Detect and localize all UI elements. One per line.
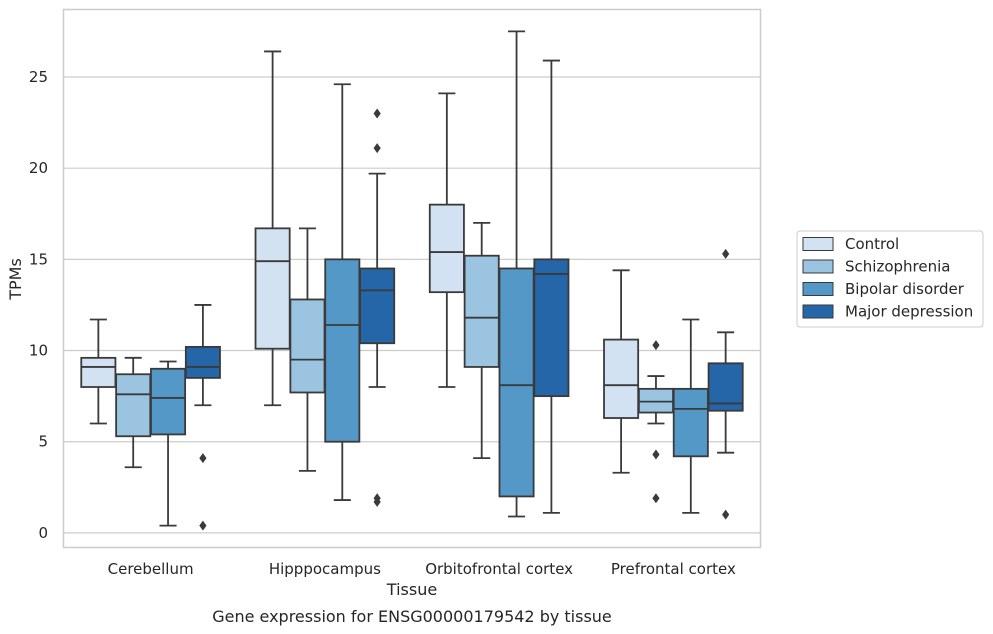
y-tick-label: 5	[38, 433, 48, 451]
box	[150, 367, 187, 436]
box	[533, 258, 570, 398]
box	[289, 298, 326, 394]
legend-label: Bipolar disorder	[845, 280, 965, 298]
y-tick-label: 20	[29, 159, 48, 177]
box-plot	[637, 340, 674, 504]
legend-label: Major depression	[845, 303, 973, 321]
box-series	[80, 30, 744, 531]
box-plot	[533, 59, 570, 514]
y-tick-label: 25	[29, 68, 48, 86]
box-plot	[603, 269, 640, 474]
legend-swatch	[802, 304, 834, 319]
box	[80, 356, 117, 388]
x-tick-label: Prefrontal cortex	[611, 560, 736, 578]
outlier-point	[722, 248, 730, 259]
x-tick-label: Cerebellum	[108, 560, 194, 578]
y-tick-label: 15	[29, 250, 48, 268]
series-bipolar-disorder	[150, 30, 709, 527]
legend: Control Schizophrenia Bipolar disorder Majo…	[796, 230, 984, 328]
box	[324, 258, 361, 443]
box	[428, 203, 465, 294]
box	[637, 387, 674, 414]
x-tick-label: Hipppocampus	[269, 560, 381, 578]
series-major-depression	[184, 59, 744, 531]
legend-label: Schizophrenia	[845, 258, 950, 276]
outlier-point	[199, 520, 207, 531]
chart-caption: Gene expression for ENSG00000179542 by t…	[212, 607, 612, 626]
box	[359, 267, 396, 345]
outlier-point	[652, 493, 660, 504]
box	[463, 254, 500, 368]
box-plot	[707, 248, 744, 520]
plot-frame	[62, 8, 762, 549]
box-plot	[184, 304, 221, 531]
box-plot	[672, 318, 709, 514]
box-plot	[254, 50, 291, 407]
legend-swatch	[802, 282, 834, 296]
legend-swatch	[802, 259, 834, 274]
box-plot	[498, 30, 535, 518]
box-plot	[463, 221, 500, 460]
box	[254, 227, 291, 350]
box-plot	[115, 356, 152, 469]
x-axis-label: Tissue	[386, 580, 437, 599]
box-plot	[324, 83, 361, 501]
legend-frame	[796, 230, 984, 328]
y-axis-label: TPMs	[6, 258, 25, 301]
legend-label: Control	[845, 235, 899, 253]
box	[603, 338, 640, 419]
outlier-point	[373, 496, 381, 507]
legend-swatch	[802, 237, 834, 251]
box	[672, 387, 709, 458]
box-plot	[289, 227, 326, 472]
box	[498, 267, 535, 498]
box	[115, 373, 152, 438]
outlier-point	[373, 143, 381, 154]
y-tick-labels: 0 5 10 15 20 25	[29, 68, 48, 542]
x-tick-label: Orbitofrontal cortex	[425, 560, 573, 578]
outlier-point	[722, 509, 730, 520]
box-plot	[359, 108, 396, 507]
outlier-point	[652, 449, 660, 460]
box-plot	[150, 360, 187, 527]
y-tick-label: 10	[29, 342, 48, 360]
box-plot	[428, 92, 465, 388]
box-plot	[80, 318, 117, 425]
outlier-point	[652, 340, 660, 351]
y-tick-label: 0	[38, 524, 48, 542]
series-control	[80, 50, 640, 474]
gridlines	[63, 76, 761, 534]
outlier-point	[373, 108, 381, 119]
box	[184, 345, 221, 379]
x-tick-labels: Cerebellum Hipppocampus Orbitofrontal cort…	[108, 560, 736, 578]
outlier-point	[199, 453, 207, 464]
